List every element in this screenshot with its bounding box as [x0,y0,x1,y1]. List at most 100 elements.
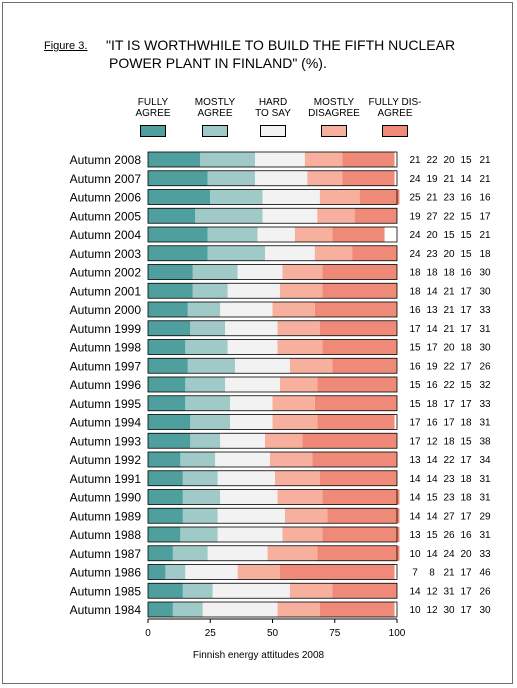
data-label: 15 [426,493,438,504]
data-label: 24 [409,230,421,241]
data-label: 17 [409,418,421,429]
bar-segment [332,227,385,242]
x-tick-label: 0 [145,628,151,639]
data-label: 15 [460,249,472,260]
bar-row: Autumn 1992 13 14 22 17 34 [70,451,491,468]
legend-swatch [382,125,408,137]
bar-segment [148,470,183,486]
bar-segment [215,452,271,467]
bar-segment [319,189,360,205]
bar-row: Autumn 1989 14 14 27 17 29 [70,507,491,524]
bar-segment [227,283,280,299]
category-label: Autumn 2003 [70,247,142,261]
bar-segment [230,414,273,430]
bar-segment [210,189,263,205]
bar-segment [282,527,323,542]
bar-segment [294,227,333,242]
bar-row: Autumn 1986 7 8 21 17 46 [70,564,491,580]
data-label: 34 [479,455,491,466]
data-label: 23 [426,249,438,260]
data-label: 14 [409,586,421,597]
bar-segment [237,564,280,580]
data-label: 19 [426,361,438,372]
data-label: 15 [460,211,472,222]
bar-segment [314,302,397,317]
bar-segment [279,283,323,299]
data-label: 18 [479,249,491,260]
chart-title: "IT IS WORTHWHILE TO BUILD THE FIFTH NUC… [106,36,455,72]
data-label: 17 [479,211,491,222]
bar-segment [304,152,343,167]
bar-segment [354,208,397,224]
data-label: 22 [426,155,438,166]
bar-segment [148,489,183,505]
data-label: 15 [409,380,421,391]
bar-row: Autumn 2003 24 23 20 15 18 [70,245,491,262]
bar-segment [319,470,397,486]
category-label: Autumn 2004 [70,228,142,242]
data-label: 16 [426,418,438,429]
bar-segment [148,302,188,317]
bar-outline [147,357,398,374]
data-label: 15 [426,530,438,541]
bar-segment [220,302,273,317]
bar-segment [342,170,395,186]
bar-segment [317,545,400,561]
bar-segment [220,489,278,505]
data-label: 29 [479,511,491,522]
legend-hard-to-say: HARD TO SAY [238,97,308,137]
bar-segment [317,377,397,392]
data-label: 18 [460,474,472,485]
category-label: Autumn 1996 [70,378,142,392]
bar-row: Autumn 2001 18 14 21 17 30 [70,282,491,299]
chart-title-line-1: "IT IS WORTHWHILE TO BUILD THE FIFTH NUC… [106,37,456,53]
bar-outline [147,470,398,487]
bar-outline [147,432,398,449]
bar-outline [147,376,398,393]
bar-segment [207,545,268,561]
data-label: 17 [460,568,472,579]
bar-outline [147,489,398,505]
bar-segment [352,245,397,261]
data-label: 33 [479,549,491,560]
data-label: 13 [409,455,421,466]
data-label: 14 [426,474,438,485]
bar-row: Autumn 1994 17 16 17 18 31 [70,414,491,430]
bar-outline [147,526,398,543]
data-label: 13 [409,530,421,541]
bar-segment [272,414,318,430]
data-label: 10 [409,549,421,560]
data-label: 26 [443,530,455,541]
bar-outline [147,226,398,243]
data-label: 21 [443,286,455,297]
bar-segment [148,320,191,336]
legend-label: MOSTLY DISAGREE [308,97,360,119]
bar-outline [147,414,398,430]
bar-segment [148,564,166,580]
data-label: 20 [426,230,438,241]
bar-outline [147,282,398,299]
bar-segment [148,245,208,261]
data-label: 15 [443,230,455,241]
bar-segment [195,208,263,224]
data-label: 31 [443,586,455,597]
category-label: Autumn 1993 [70,434,142,448]
bar-segment [185,377,226,392]
bar-outline [147,601,398,618]
data-label: 16 [409,361,421,372]
bar-segment [148,227,208,242]
bar-row: Autumn 1991 14 14 23 18 31 [70,470,491,487]
bar-segment [227,339,278,355]
legend-swatch [202,125,228,137]
category-label: Autumn 2005 [70,209,142,223]
bar-segment [148,208,196,224]
x-tick-label: 50 [267,628,279,639]
bar-outline [147,245,398,262]
bar-segment [192,283,228,299]
category-label: Autumn 2008 [70,153,142,167]
category-label: Autumn 1992 [70,453,142,467]
data-label: 17 [409,324,421,335]
category-label: Autumn 1984 [70,603,142,617]
data-label: 18 [409,268,421,279]
bar-segment [279,377,318,392]
